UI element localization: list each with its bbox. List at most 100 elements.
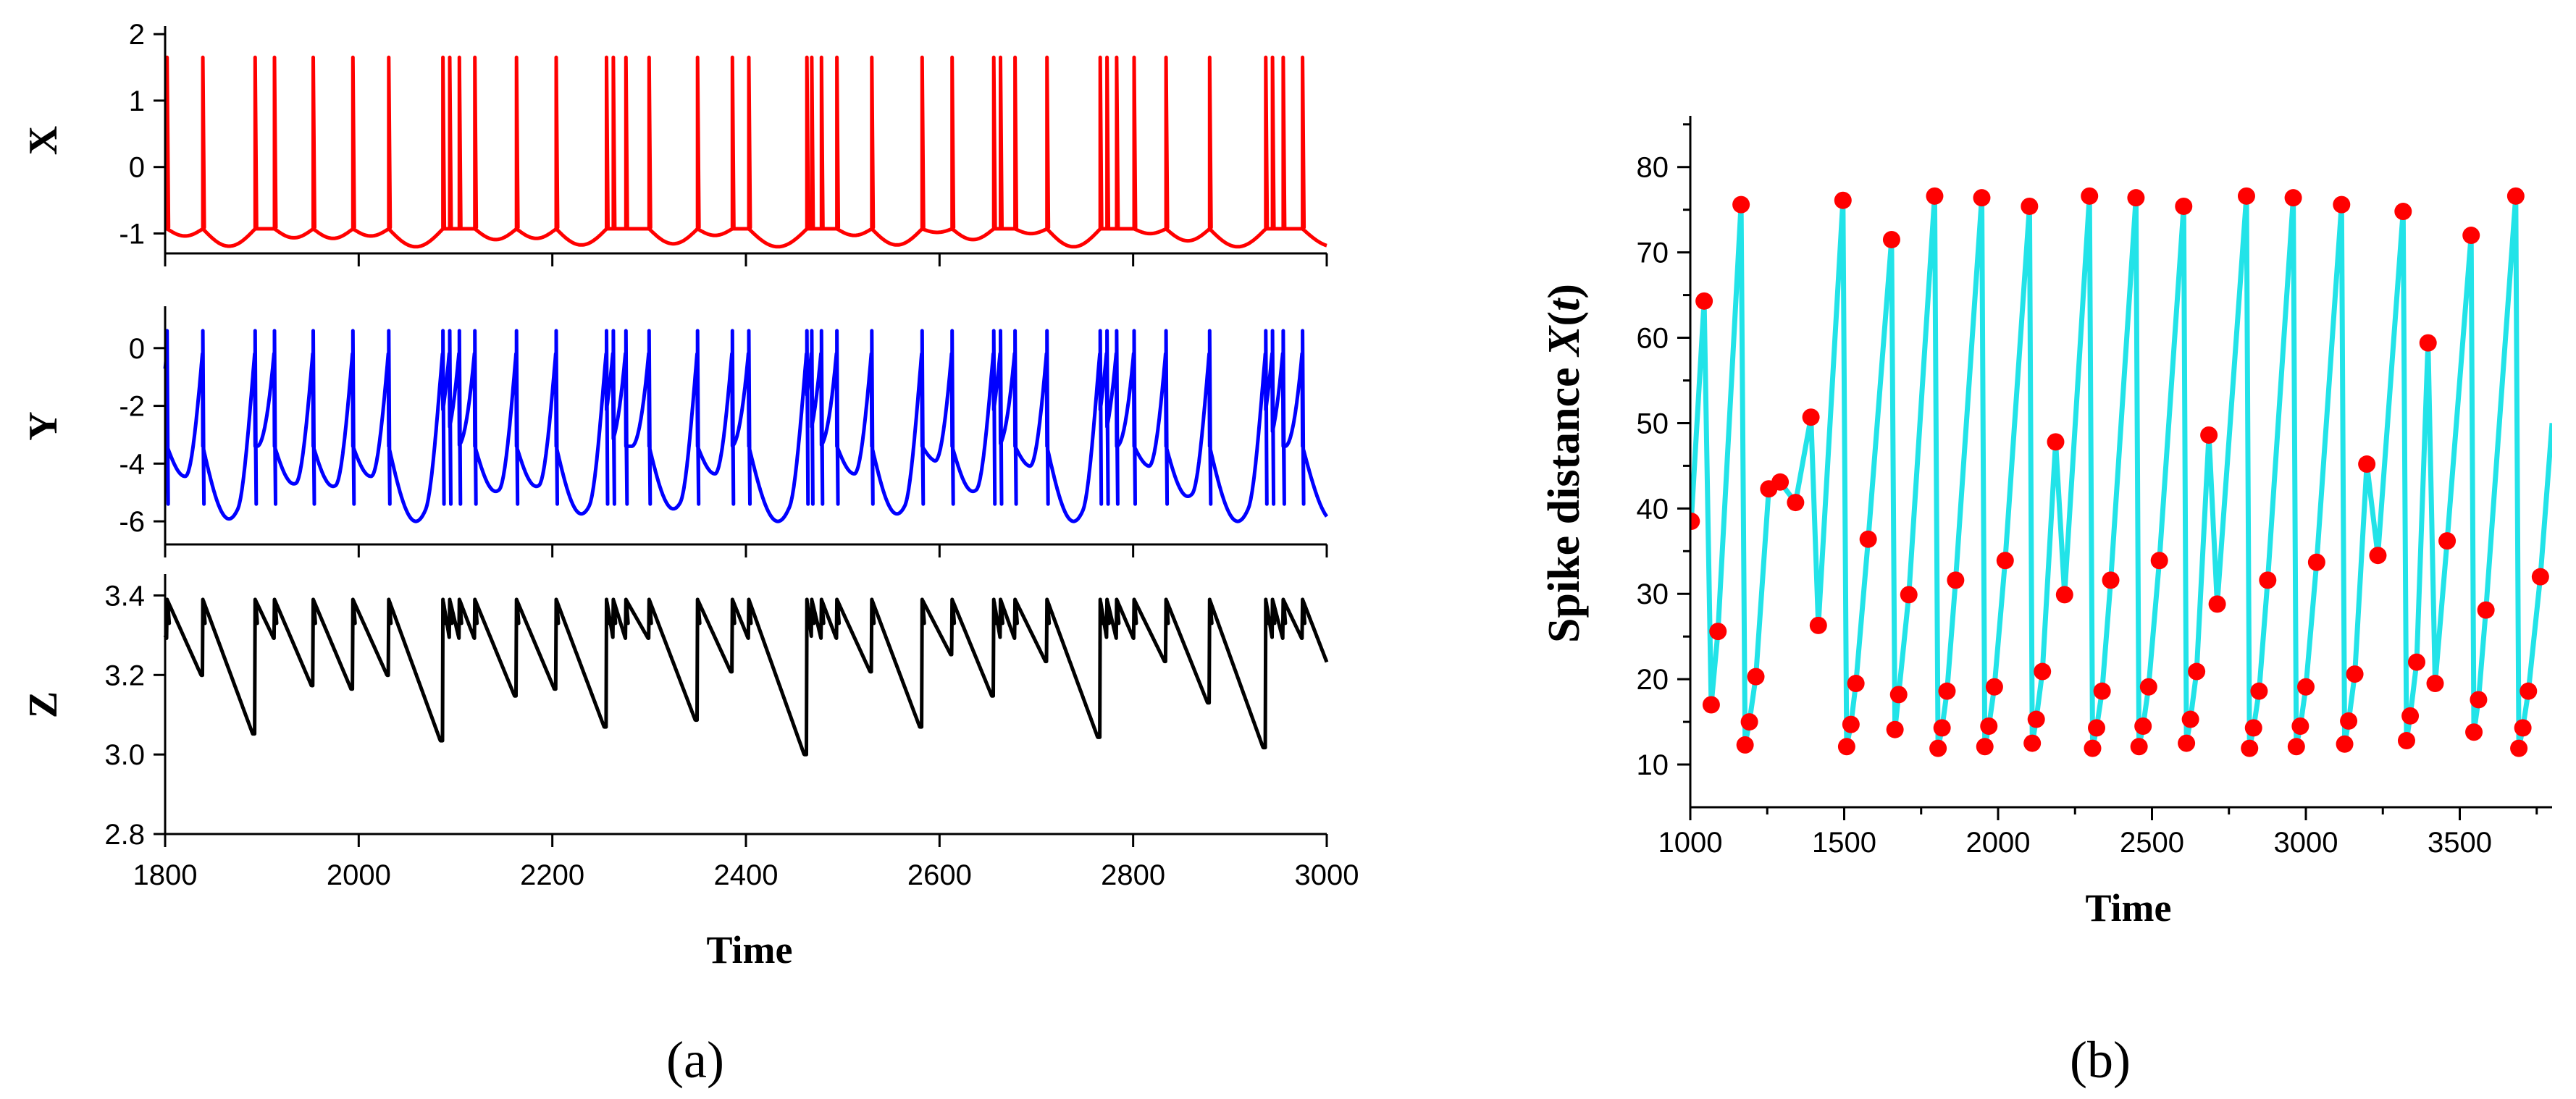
spike-distance-point (2287, 738, 2305, 756)
spike-distance-point (2102, 571, 2120, 589)
spike-distance-point (1973, 189, 1991, 207)
panel-b-ylabel-prefix: Spike distance (1540, 356, 1589, 643)
spike-distance-point (2200, 426, 2218, 444)
z-axis-label: Z (21, 691, 66, 718)
spike-distance-point (1747, 668, 1765, 686)
ytick-label: 3.2 (104, 660, 145, 691)
spike-distance-point (2465, 723, 2483, 741)
y-xticks (164, 544, 1328, 557)
ytick-label: 0 (129, 333, 145, 365)
ytick-label: 0 (129, 152, 145, 184)
spike-distance-point (2307, 553, 2325, 571)
xtick-label: 1800 (133, 859, 198, 891)
spike-distance-point (2358, 455, 2376, 473)
spike-distance-points (1690, 187, 2549, 757)
spike-distance-point (2369, 547, 2387, 565)
x-trace (164, 55, 1328, 249)
spike-distance-point (2130, 738, 2148, 756)
spike-distance-point (2093, 682, 2111, 700)
ytick-label: 50 (1637, 408, 1669, 439)
spike-distance-point (1889, 686, 1908, 704)
ytick-label: 3.0 (104, 739, 145, 771)
spike-distance-point (2134, 717, 2152, 735)
spike-distance-point (2181, 710, 2199, 728)
spike-distance-point (2150, 552, 2168, 570)
xtick-label: 2200 (520, 859, 584, 891)
ytick-label: 40 (1637, 493, 1669, 525)
spike-distance-point (1886, 720, 1904, 738)
spike-distance-point (2088, 719, 2105, 737)
panel-b-xlabel: Time (2086, 886, 2172, 930)
spike-distance-point (2346, 665, 2364, 683)
panel-b-plot-area (1690, 187, 2552, 757)
spike-distance-point (2178, 734, 2196, 752)
xtick-label: 2800 (1101, 859, 1165, 891)
spike-distance-point (1787, 494, 1805, 512)
spike-distance-point (2021, 197, 2039, 215)
y-yticks: -6 -4 -2 0 (119, 333, 165, 538)
spike-distance-point (1929, 739, 1947, 757)
spike-distance-point (2175, 197, 2193, 215)
xtick-label: 2000 (327, 859, 391, 891)
ytick-label: 60 (1637, 323, 1669, 355)
spike-distance-point (2047, 433, 2065, 451)
spike-distance-point (2520, 682, 2538, 700)
spike-distance-point (1740, 713, 1758, 731)
xtick-label: 2500 (2120, 827, 2184, 859)
spike-distance-point (2027, 710, 2045, 728)
x-axis-label: X (21, 126, 66, 155)
spike-distance-point (1709, 623, 1727, 641)
z-yticks: 2.8 3.0 3.2 3.4 (104, 580, 165, 851)
ytick-label: 80 (1637, 152, 1669, 184)
spike-distance-point (1847, 675, 1865, 693)
spike-distance-point (1938, 682, 1956, 700)
spike-distance-point (1837, 738, 1855, 756)
panel-b-ylabel: Spike distance X(t) (1540, 284, 1589, 643)
spike-distance-point (2244, 719, 2262, 737)
spike-distance-point (2291, 717, 2309, 735)
spike-distance-point (2506, 187, 2525, 205)
spike-distance-point (1690, 513, 1700, 531)
ytick-label: 20 (1637, 664, 1669, 696)
spike-distance-point (2462, 227, 2480, 245)
spike-distance-point (1695, 292, 1713, 310)
spike-distance-point (2510, 739, 2528, 757)
xtick-label: 2000 (1966, 827, 2031, 859)
spike-distance-point (1771, 473, 1790, 491)
x-yticks: -1 0 1 2 (119, 19, 165, 250)
xtick-label: 2400 (714, 859, 779, 891)
xtick-label: 1000 (1658, 827, 1723, 859)
spike-distance-point (2397, 732, 2415, 750)
ytick-label: 10 (1637, 749, 1669, 781)
panel-b-xticks: 1000 1500 2000 2500 3000 3500 (1658, 807, 2538, 859)
panel-a-xlabel: Time (707, 928, 793, 972)
ytick-label: 2.8 (104, 819, 145, 851)
xtick-label: 3000 (1295, 859, 1359, 891)
spike-distance-point (1834, 191, 1852, 209)
ytick-label: 2 (129, 19, 145, 51)
panel-b-ylabel-var: X (1540, 325, 1589, 358)
z-trace (163, 597, 1329, 757)
spike-distance-point (1933, 719, 1951, 737)
spike-distance-point (1980, 717, 1998, 735)
spike-distance-point (1996, 552, 2014, 570)
ytick-label: -4 (119, 448, 145, 480)
spike-distance-point (2208, 595, 2226, 613)
spike-distance-point (1882, 230, 1900, 248)
spike-distance-point (1926, 187, 1944, 205)
xtick-label: 3000 (2274, 827, 2338, 859)
spike-distance-point (1859, 530, 1877, 548)
spike-distance-point (1976, 738, 1994, 756)
spike-distance-point (2188, 662, 2206, 681)
y-trace (163, 329, 1329, 523)
panel-b-label: (b) (2070, 1031, 2131, 1089)
panel-b-yticks: 10 20 30 40 50 60 70 80 (1637, 123, 1690, 781)
x-xticks (164, 253, 1328, 266)
spike-distance-point (2250, 682, 2268, 700)
panel-b-spike-distance: 10 20 30 40 50 60 70 80 1000 1500 2000 2500 3000 350… (1540, 116, 2552, 1089)
spike-distance-point (1736, 736, 1754, 754)
subplot-y: -6 -4 -2 0 Y (21, 306, 1329, 557)
subplot-x: -1 0 1 2 X (21, 19, 1328, 266)
